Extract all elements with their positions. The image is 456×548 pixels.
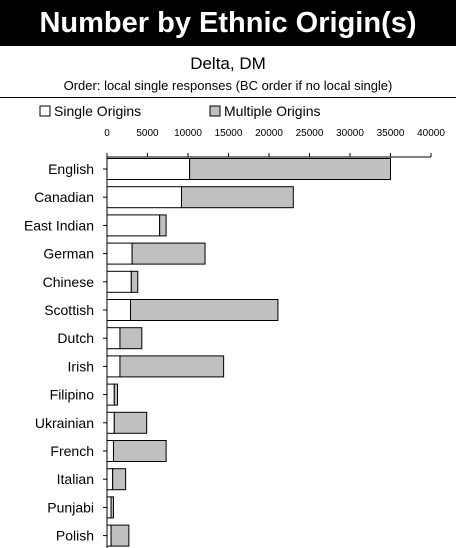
category-label-filipino: Filipino [50, 387, 95, 403]
x-tick-label: 5000 [136, 128, 159, 139]
category-label-chinese: Chinese [43, 274, 95, 290]
bar-irish-multiple [119, 355, 225, 378]
bar-east-indian-multiple [159, 214, 167, 237]
x-tick-label: 20000 [255, 128, 283, 139]
order-note: Order: local single responses (BC order … [63, 78, 393, 93]
bar-scottish-multiple [129, 299, 279, 321]
bar-dutch-multiple [119, 327, 143, 350]
legend-swatch-multiple [209, 105, 221, 117]
legend-label-single: Single Origins [54, 103, 141, 119]
bar-german-multiple [131, 242, 206, 265]
header-divider [0, 97, 456, 98]
bar-punjabi-multiple [110, 496, 114, 519]
bar-canadian-single [106, 186, 183, 209]
chart-title: Number by Ethnic Origin(s) [0, 0, 456, 46]
x-tick-label: 30000 [336, 128, 364, 139]
category-label-punjabi: Punjabi [47, 499, 94, 515]
bar-french-single [106, 440, 114, 462]
bar-polish-multiple [110, 524, 130, 547]
bar-scottish-single [106, 299, 131, 321]
category-label-english: English [48, 161, 94, 177]
bar-chinese-single [106, 270, 132, 293]
bar-english-single [106, 158, 191, 180]
bar-chinese-multiple [130, 270, 139, 293]
bar-english-multiple [189, 158, 391, 180]
bar-ukrainian-single [106, 411, 115, 434]
x-tick-label: 35000 [377, 128, 405, 139]
bar-german-single [106, 242, 133, 265]
category-label-italian: Italian [57, 471, 94, 487]
category-label-scottish: Scottish [44, 302, 94, 318]
category-label-german: German [43, 246, 94, 262]
bar-polish-single [106, 524, 112, 547]
bar-dutch-single [106, 327, 121, 350]
bar-italian-multiple [112, 468, 127, 491]
bar-east-indian-single [106, 214, 161, 237]
category-label-east-indian: East Indian [24, 217, 94, 233]
category-label-ukrainian: Ukrainian [35, 415, 94, 431]
x-tick-label: 0 [104, 128, 110, 139]
category-label-dutch: Dutch [57, 330, 94, 346]
bar-italian-single [106, 468, 114, 491]
category-label-french: French [50, 443, 94, 459]
x-tick-label: 40000 [417, 128, 445, 139]
x-tick-label: 25000 [296, 128, 324, 139]
bar-canadian-multiple [181, 186, 294, 209]
legend-label-multiple: Multiple Origins [224, 103, 320, 119]
bar-punjabi-single [106, 496, 112, 519]
category-label-irish: Irish [68, 358, 94, 374]
bar-irish-single [106, 355, 121, 378]
chart-subtitle: Delta, DM [190, 54, 266, 73]
bar-french-multiple [112, 440, 167, 462]
category-label-canadian: Canadian [34, 189, 94, 205]
bar-filipino-multiple [113, 383, 119, 406]
x-tick-label: 10000 [174, 128, 202, 139]
bar-ukrainian-multiple [113, 411, 148, 434]
category-label-polish: Polish [56, 528, 94, 544]
bar-filipino-single [106, 383, 115, 406]
legend-swatch-single [39, 105, 51, 117]
x-tick-label: 15000 [215, 128, 243, 139]
